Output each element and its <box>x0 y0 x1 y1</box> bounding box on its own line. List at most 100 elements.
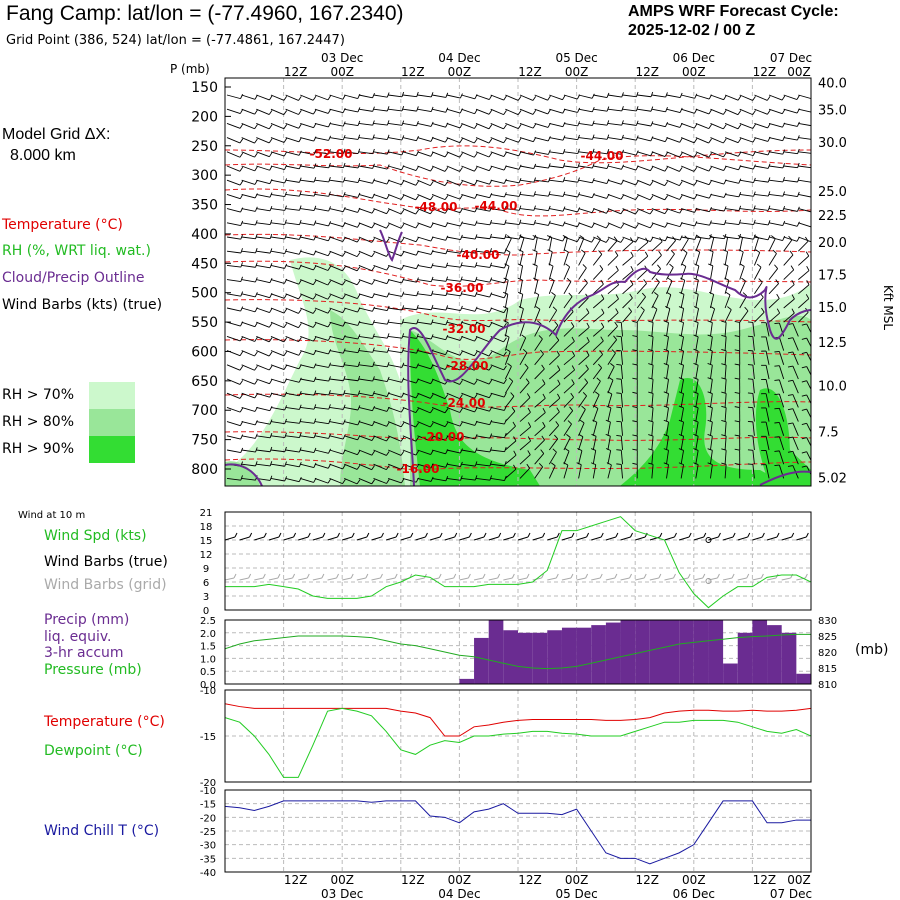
wind-barb <box>651 241 663 252</box>
wind-barb <box>504 308 509 323</box>
surface-barb-grid <box>649 577 659 581</box>
wind-barb-flag <box>328 162 331 168</box>
wind-barb <box>504 381 514 394</box>
wind-barb <box>285 335 299 343</box>
wind-barb <box>739 310 749 323</box>
wind-barb <box>765 351 770 365</box>
wind-barb <box>358 378 373 382</box>
wind-barb-flag <box>555 421 560 426</box>
wind-barb-flag <box>540 349 544 355</box>
height-tick-label: 30.0 <box>818 136 847 151</box>
top-date-label: 06 Dec <box>673 51 715 65</box>
wind-barb <box>798 270 810 280</box>
wind-barb <box>432 477 446 482</box>
isotherm-line <box>225 458 811 471</box>
pressure-line <box>225 633 811 670</box>
wind-barb <box>534 165 549 169</box>
wind-barb <box>666 350 669 365</box>
wind-barb-flag <box>664 222 669 228</box>
wind-barb-flag <box>663 363 669 366</box>
wind-barb-flag <box>620 223 625 229</box>
wind-barb-flag <box>636 91 639 97</box>
wind-barb <box>490 293 505 299</box>
wind-barb-flag <box>563 462 569 466</box>
wind-barb <box>402 193 416 201</box>
wind-barb <box>666 151 680 158</box>
wind-barb <box>783 284 795 295</box>
wind-barb-flag <box>460 276 463 282</box>
wind-barb-flag <box>562 221 566 227</box>
wind-barb <box>592 422 598 436</box>
wind-barb <box>373 350 388 353</box>
top-date-label: 07 Dec <box>770 51 812 65</box>
wind-barb-flag <box>430 121 434 127</box>
wind-barb-flag <box>328 177 331 183</box>
isotherm-label: -36.00 <box>441 281 484 295</box>
wind-barb-flag <box>721 363 727 366</box>
wind-barb <box>651 365 654 380</box>
wind-barb <box>314 108 329 114</box>
wind-barb <box>270 122 285 130</box>
wind-barb-flag <box>283 124 288 129</box>
isotherm-label: -24.00 <box>443 396 486 410</box>
wind-barb-flag <box>678 391 684 395</box>
wind-barb <box>314 463 329 469</box>
wind-barb <box>739 251 744 266</box>
wind-barb <box>402 307 417 311</box>
wind-barb-flag <box>566 278 572 282</box>
wind-barb-flag <box>591 223 595 228</box>
wind-barb <box>226 421 241 427</box>
wind-barb <box>285 179 300 183</box>
wind-barb-flag <box>727 306 732 310</box>
wind-barb-flag <box>459 421 463 427</box>
wind-barb-flag <box>628 307 632 312</box>
surface-barb-true-flag <box>747 532 751 538</box>
surface-barb-true <box>547 536 558 541</box>
wind-barb-flag <box>328 349 332 355</box>
wind-barb <box>226 293 241 297</box>
cycle-line-1: AMPS WRF Forecast Cycle: <box>628 3 839 20</box>
wind-barb-flag <box>665 306 671 310</box>
wind-barb <box>241 350 255 357</box>
wind-barb <box>607 366 615 380</box>
wind-barb <box>431 335 446 341</box>
wind-barb-flag <box>707 434 713 437</box>
wind-barb <box>314 279 328 286</box>
wind-barb-flag <box>663 348 669 352</box>
wind-barb-flag <box>787 408 793 411</box>
wind-barb <box>680 280 686 294</box>
wind-barb <box>314 179 329 183</box>
wind-barb <box>578 222 592 228</box>
wind-barb-flag <box>400 436 405 442</box>
wind-barb <box>754 94 768 101</box>
wind-barb <box>563 355 575 366</box>
surface-barb-grid <box>225 577 235 581</box>
wind-barb-flag <box>488 379 493 385</box>
wind-barb-flag <box>827 94 829 99</box>
surface-barb-true <box>810 539 811 540</box>
wind-barb-flag <box>298 337 302 342</box>
wind-barb-flag <box>254 152 258 158</box>
wind-barb <box>490 151 505 157</box>
wind-barb-flag <box>643 279 647 284</box>
wind-barb <box>314 449 329 454</box>
temp-grid <box>225 690 811 782</box>
wind-barb-flag <box>548 263 554 267</box>
wind-barb <box>256 208 271 212</box>
surface-barb-grid-flag <box>673 573 676 579</box>
wind-barb-flag <box>401 91 405 97</box>
wind-barb <box>490 364 504 371</box>
precip-bar <box>767 625 782 684</box>
wind-barb <box>373 477 387 484</box>
wind-barb-flag <box>629 293 633 299</box>
wind-barb-flag <box>504 419 507 425</box>
wind-barb-flag <box>576 462 582 466</box>
wind-barb <box>798 236 811 243</box>
wind-barb <box>680 179 695 186</box>
wind-barb <box>637 137 651 142</box>
wind-barb <box>806 380 811 391</box>
wind-barb <box>446 137 460 144</box>
wind-barb-flag <box>518 249 524 253</box>
wind-barb <box>636 255 649 266</box>
